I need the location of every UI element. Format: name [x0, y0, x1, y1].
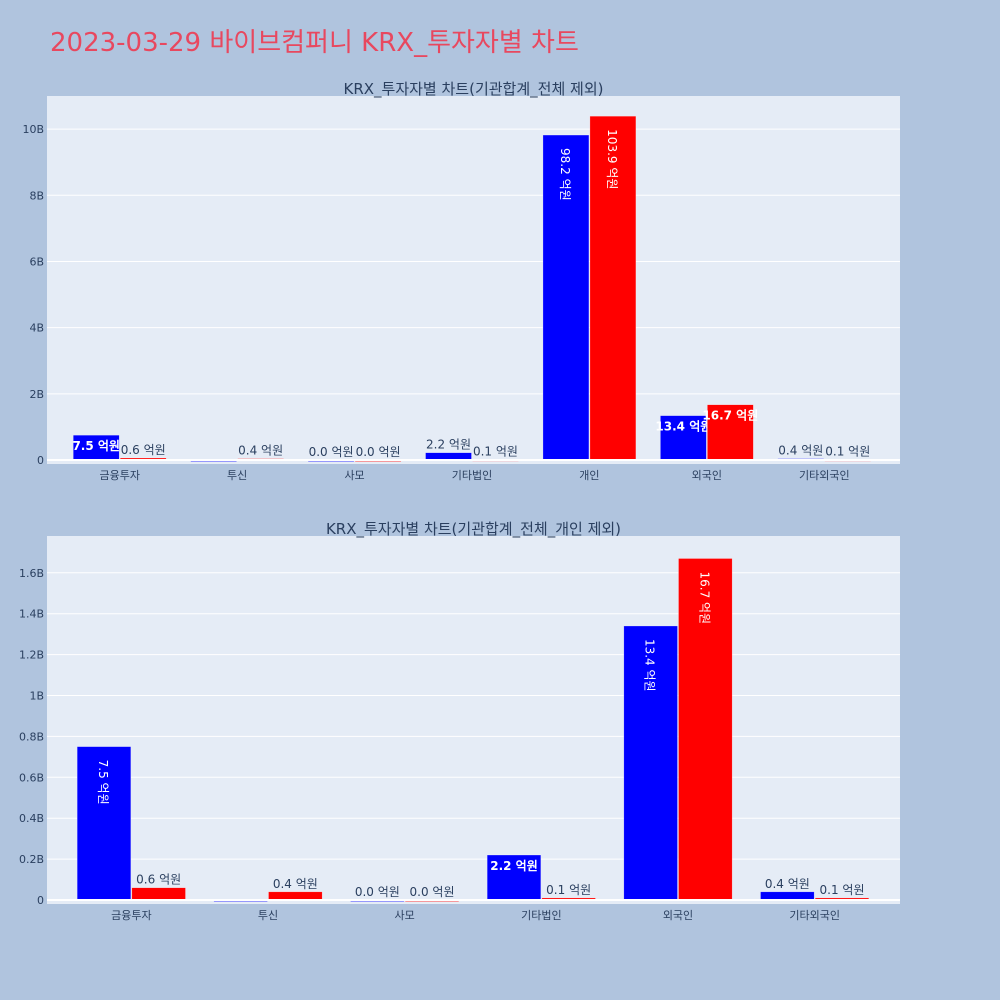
bar — [131, 887, 186, 901]
bar — [678, 558, 733, 901]
data-label: 0.0 억원 — [356, 445, 401, 459]
bar — [542, 134, 590, 461]
bar — [425, 452, 472, 461]
bar — [660, 415, 707, 461]
data-label: 0.0 억원 — [355, 885, 400, 899]
y-tick-label: 6B — [29, 255, 44, 268]
bar — [76, 746, 132, 901]
y-tick-label: 0 — [37, 894, 44, 907]
y-tick-label: 0.2B — [19, 853, 44, 866]
data-label: 0.0 억원 — [309, 445, 354, 459]
x-tick-label: 기타법인 — [521, 909, 561, 922]
y-tick-label: 4B — [29, 322, 44, 335]
y-tick-label: 8B — [29, 189, 44, 202]
data-label: 0.0 억원 — [410, 885, 455, 899]
x-tick-label: 기타외국인 — [799, 469, 850, 482]
x-tick-label: 사모 — [395, 909, 415, 922]
x-tick-label: 기타법인 — [452, 469, 492, 482]
data-label: 0.1 억원 — [473, 445, 518, 459]
data-label: 0.6 억원 — [121, 443, 166, 457]
bar — [760, 891, 815, 901]
data-label: 0.4 억원 — [765, 877, 810, 891]
chart-title: KRX_투자자별 차트(기관합계_전체 제외) — [344, 80, 604, 99]
x-tick-label: 외국인 — [692, 469, 722, 482]
data-label: 13.4 억원 — [643, 639, 657, 692]
data-label: 7.5 억원 — [96, 760, 110, 805]
y-tick-label: 0.8B — [19, 730, 44, 743]
data-label: 0.4 억원 — [238, 444, 283, 458]
y-tick-label: 1.4B — [19, 608, 44, 621]
bar — [589, 115, 637, 461]
y-tick-label: 1.6B — [19, 567, 44, 580]
y-tick-label: 0.6B — [19, 771, 44, 784]
x-tick-label: 투신 — [258, 909, 278, 922]
data-label: 13.4 억원 — [655, 420, 711, 434]
data-label: 2.2 억원 — [426, 438, 471, 452]
data-label: 0.4 억원 — [273, 877, 318, 891]
data-label: 98.2 억원 — [558, 148, 572, 201]
y-tick-label: 0 — [37, 454, 44, 467]
bar — [486, 854, 542, 901]
x-tick-label: 금융투자 — [99, 469, 139, 482]
bar — [707, 404, 754, 461]
bar — [268, 891, 323, 901]
y-tick-label: 0.4B — [19, 812, 44, 825]
data-label: 103.9 억원 — [605, 129, 619, 189]
data-label: 16.7 억원 — [702, 409, 758, 423]
bar — [72, 434, 120, 461]
data-label: 7.5 억원 — [72, 439, 120, 453]
data-label: 0.1 억원 — [546, 883, 591, 897]
plot-area — [47, 536, 900, 904]
x-tick-label: 사모 — [344, 469, 364, 482]
page-title: 2023-03-29 바이브컴퍼니 KRX_투자자별 차트 — [50, 28, 579, 58]
data-label: 0.6 억원 — [136, 873, 181, 887]
bar — [623, 625, 678, 901]
y-tick-label: 10B — [22, 123, 44, 136]
data-label: 16.7 억원 — [697, 571, 711, 624]
data-label: 0.4 억원 — [778, 444, 823, 458]
x-tick-label: 기타외국인 — [789, 909, 840, 922]
plot-area — [47, 96, 900, 464]
y-tick-label: 1.2B — [19, 649, 44, 662]
data-label: 0.1 억원 — [820, 883, 865, 897]
x-tick-label: 투신 — [227, 469, 247, 482]
data-label: 0.1 억원 — [825, 445, 870, 459]
chart-title: KRX_투자자별 차트(기관합계_전체_개인 제외) — [326, 520, 621, 539]
x-tick-label: 금융투자 — [111, 909, 151, 922]
data-label: 2.2 억원 — [490, 859, 538, 873]
y-tick-label: 2B — [29, 388, 44, 401]
x-tick-label: 외국인 — [663, 909, 693, 922]
y-tick-label: 1B — [29, 690, 44, 703]
x-tick-label: 개인 — [579, 469, 599, 482]
